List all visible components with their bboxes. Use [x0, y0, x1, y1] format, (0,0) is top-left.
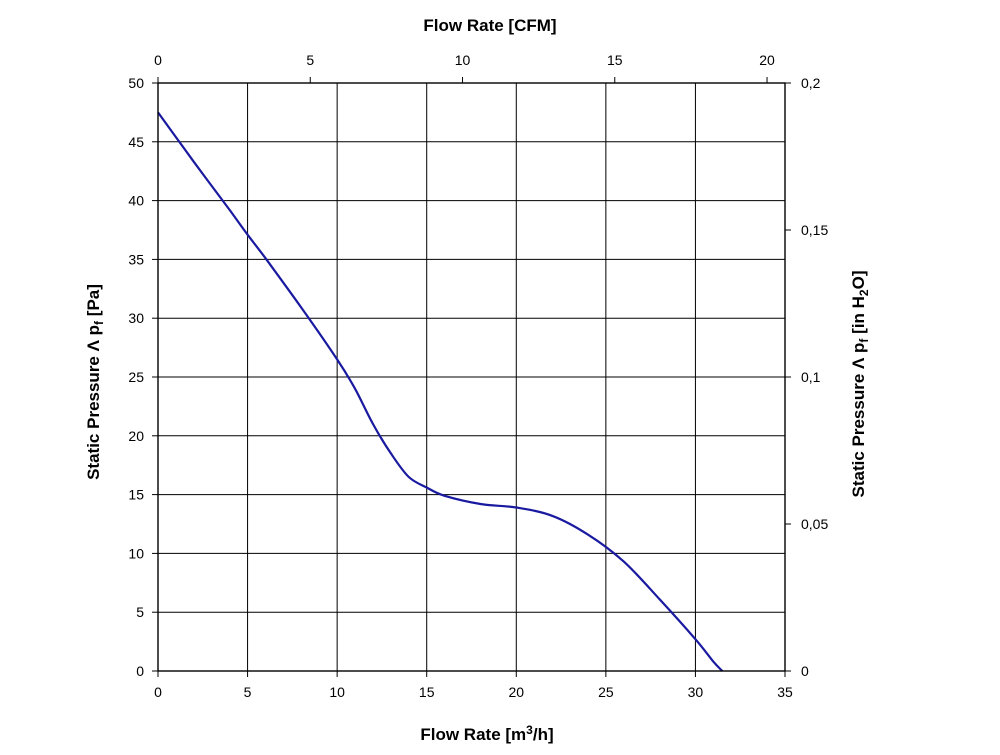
y-tick-label: 30 — [128, 310, 144, 326]
y-axis-title: Static Pressure Λ pf [Pa] — [84, 284, 106, 480]
x-tick-label: 20 — [508, 684, 524, 700]
y-tick-label: 0 — [136, 663, 144, 679]
x-tick-label: 15 — [419, 684, 435, 700]
x2-tick-label: 20 — [759, 52, 775, 68]
x2-tick-label: 10 — [455, 52, 471, 68]
y2-tick-label: 0 — [801, 663, 809, 679]
x-tick-label: 35 — [777, 684, 793, 700]
y-tick-label: 45 — [128, 134, 144, 150]
y-tick-label: 5 — [136, 604, 144, 620]
y-tick-label: 35 — [128, 251, 144, 267]
x-tick-label: 30 — [688, 684, 704, 700]
grid-layer — [158, 83, 785, 671]
y-tick-label: 25 — [128, 369, 144, 385]
y-tick-label: 50 — [128, 75, 144, 91]
x2-tick-label: 5 — [306, 52, 314, 68]
y2-tick-label: 0,2 — [801, 75, 821, 91]
y-tick-label: 15 — [128, 487, 144, 503]
x-tick-label: 10 — [329, 684, 345, 700]
y2-tick-label: 0,05 — [801, 516, 828, 532]
y2-tick-label: 0,15 — [801, 222, 828, 238]
x-tick-label: 5 — [244, 684, 252, 700]
y-tick-label: 10 — [128, 545, 144, 561]
x-tick-label: 25 — [598, 684, 614, 700]
y2-axis-title: Static Pressure Λ pf [in H2O] — [849, 270, 871, 497]
x2-tick-label: 0 — [154, 52, 162, 68]
y-tick-label: 40 — [128, 193, 144, 209]
tick-layer: 0 5 10 15 20 25 30 35 0 5 10 15 20 0 5 10 15 20 25 30 35 40 45… — [128, 52, 828, 700]
y-tick-label: 20 — [128, 428, 144, 444]
pressure-curve-line — [157, 111, 724, 672]
x2-tick-label: 15 — [607, 52, 623, 68]
curve-layer — [157, 111, 724, 672]
x2-axis-title: Flow Rate [CFM] — [423, 16, 556, 35]
x-axis-title: Flow Rate [m3/h] — [420, 723, 553, 744]
y2-tick-label: 0,1 — [801, 369, 821, 385]
x-tick-label: 0 — [154, 684, 162, 700]
